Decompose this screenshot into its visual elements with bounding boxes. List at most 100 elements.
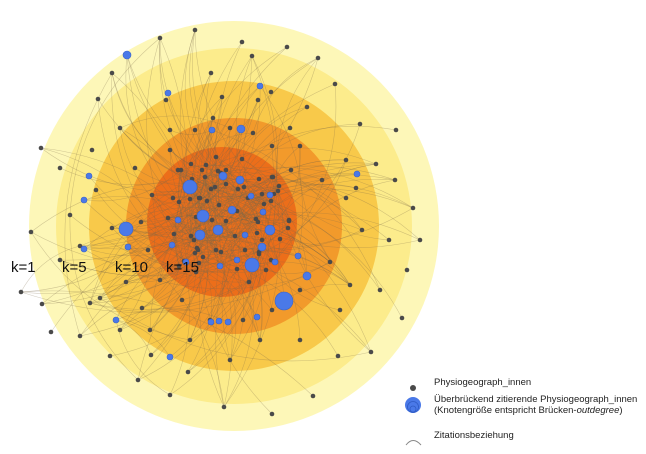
physiogeographer-node xyxy=(277,236,283,242)
citation-edge xyxy=(177,169,264,213)
citation-edge xyxy=(169,235,236,358)
citation-edge xyxy=(125,219,213,235)
citation-edge xyxy=(247,184,414,209)
physiogeographer-node xyxy=(269,411,275,417)
physiogeographer-node xyxy=(327,259,333,265)
citation-edge xyxy=(236,203,265,212)
physiogeographer-node xyxy=(210,115,216,121)
citation-edge xyxy=(234,179,396,237)
citation-edge xyxy=(79,200,272,337)
physiogeographer-node xyxy=(187,196,193,202)
citation-edge xyxy=(194,46,288,254)
physiogeographer-node xyxy=(315,55,321,61)
citation-edge xyxy=(159,37,207,166)
citation-edge xyxy=(177,169,183,203)
citation-edge xyxy=(180,169,212,190)
citation-edge xyxy=(20,217,169,293)
citation-edge xyxy=(215,156,271,231)
citation-edge xyxy=(247,159,347,199)
citation-edge xyxy=(190,127,231,237)
citation-edge xyxy=(190,96,223,165)
citation-edge xyxy=(197,195,252,251)
citation-edge xyxy=(265,261,331,274)
physiogeographer-node xyxy=(254,230,260,236)
bridging-citer-node xyxy=(182,179,198,195)
physiogeographer-node xyxy=(410,205,416,211)
physiogeographer-node xyxy=(148,352,154,358)
citation-edge xyxy=(151,194,197,273)
k-label-15: k=15 xyxy=(166,259,199,276)
citation-edge xyxy=(189,246,263,341)
citation-edge xyxy=(173,188,239,235)
physiogeographer-node xyxy=(187,337,193,343)
physiogeographer-node xyxy=(176,199,182,205)
physiogeographer-node xyxy=(297,143,303,149)
citation-edge xyxy=(191,182,290,221)
citation-edge xyxy=(236,210,351,286)
legend-blue-line2: (Knotengröße entspricht Brücken-outdegre… xyxy=(434,405,646,416)
citation-edge xyxy=(20,261,331,313)
citation-edge xyxy=(183,219,213,262)
citation-edge xyxy=(258,159,347,255)
citation-edge xyxy=(269,194,308,277)
citation-edge xyxy=(180,169,213,221)
physiogeographer-node xyxy=(276,183,282,189)
citation-edge xyxy=(242,55,277,321)
physiogeographer-node xyxy=(204,198,210,204)
citation-edge xyxy=(137,156,218,381)
citation-edge xyxy=(219,265,237,361)
legend-blue-line2-post: ) xyxy=(619,405,623,416)
citation-edge xyxy=(127,246,225,408)
physiogeographer-node xyxy=(270,174,276,180)
bridging-citer-node xyxy=(218,171,228,181)
citation-edge xyxy=(141,186,245,309)
physiogeographer-node xyxy=(373,161,379,167)
physiogeographer-node xyxy=(250,130,256,136)
physiogeographer-node xyxy=(192,250,198,256)
physiogeographer-node xyxy=(95,96,101,102)
citation-edge xyxy=(115,319,171,358)
physiogeographer-node xyxy=(139,305,145,311)
physiogeographer-node xyxy=(165,215,171,221)
citation-edge xyxy=(272,176,390,241)
physiogeographer-node xyxy=(38,145,44,151)
citation-edge xyxy=(167,217,290,233)
citation-edge xyxy=(194,41,243,236)
citation-edge xyxy=(79,269,267,337)
citation-edge xyxy=(190,85,261,237)
citation-edge xyxy=(111,72,182,171)
physiogeographer-node xyxy=(192,27,198,33)
bridging-citer-node xyxy=(168,241,176,249)
citation-edge xyxy=(146,37,187,263)
citation-edge xyxy=(171,239,263,253)
physiogeographer-node xyxy=(319,177,325,183)
physiogeographer-node xyxy=(368,349,374,355)
citation-edge xyxy=(167,172,222,219)
citation-edge xyxy=(272,176,284,263)
citation-edge xyxy=(209,172,233,321)
physiogeographer-node xyxy=(240,317,246,323)
citation-edge xyxy=(125,176,206,283)
citation-edge xyxy=(236,210,258,234)
citation-edge xyxy=(197,129,213,217)
citation-edge xyxy=(95,189,204,258)
citation-edge xyxy=(189,182,209,341)
citation-edge xyxy=(169,149,260,180)
legend-blue-line1: Überbrückend zitierende Physiogeograph_i… xyxy=(434,394,638,405)
physiogeographer-node xyxy=(163,97,169,103)
citation-edge xyxy=(125,249,217,283)
physiogeographer-node xyxy=(132,165,138,171)
bridging-citer-node xyxy=(266,191,274,199)
network-nodes xyxy=(18,27,423,417)
physiogeographer-node xyxy=(347,282,353,288)
citation-edge xyxy=(204,166,414,209)
physiogeographer-node xyxy=(167,127,173,133)
physiogeographer-node xyxy=(77,243,83,249)
citation-edge xyxy=(190,163,265,205)
citation-edge xyxy=(231,188,414,211)
edge-icon xyxy=(405,440,422,446)
physiogeographer-node xyxy=(145,247,151,253)
citation-edge xyxy=(183,232,258,262)
citation-edge xyxy=(241,106,308,160)
bridging-citer-node xyxy=(271,258,279,266)
